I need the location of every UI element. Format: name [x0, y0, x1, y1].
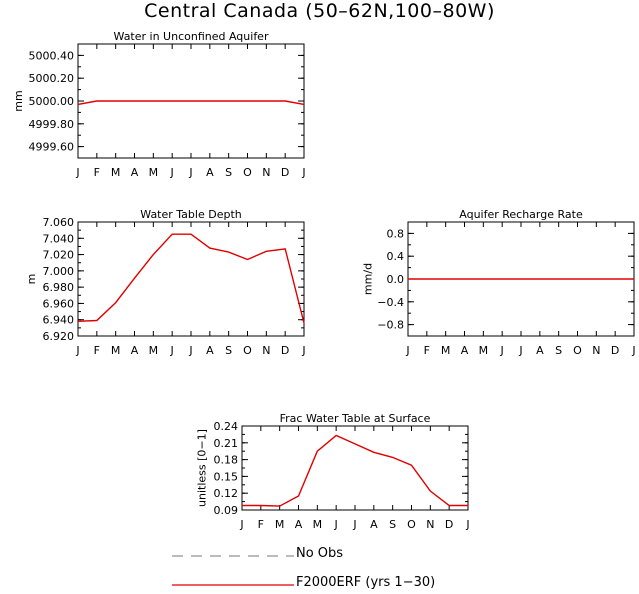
x-tick-label: J [301, 166, 305, 179]
x-tick-label: J [334, 518, 338, 531]
x-tick-label: N [426, 518, 434, 531]
x-tick-label: F [94, 166, 100, 179]
x-tick-label: F [94, 344, 100, 357]
x-tick-label: J [500, 344, 504, 357]
x-tick-label: S [555, 344, 562, 357]
chart-title: Water Table Depth [140, 208, 241, 221]
y-tick-label: 0.24 [214, 420, 239, 433]
x-tick-label: F [424, 344, 430, 357]
x-tick-label: A [461, 344, 469, 357]
x-tick-label: D [281, 166, 289, 179]
legend-label-model: F2000ERF (yrs 1−30) [296, 575, 436, 590]
x-tick-label: A [131, 344, 139, 357]
x-tick-label: J [631, 344, 635, 357]
chart-3: Aquifer Recharge Rate −0.8 −0.4 0.0 0.4 0.8 J F… [362, 208, 636, 357]
x-tick-label: O [573, 344, 582, 357]
x-tick-label: F [258, 518, 264, 531]
y-axis-label: m [25, 274, 38, 285]
x-tick-label: D [281, 344, 289, 357]
y-tick-label: 7.000 [43, 265, 75, 278]
chart-title: Frac Water Table at Surface [280, 412, 431, 425]
y-tick-label: 7.060 [43, 216, 75, 229]
y-tick-label: 4999.60 [29, 141, 75, 154]
x-tick-label: M [149, 166, 159, 179]
y-tick-label: 5000.40 [29, 49, 75, 62]
x-tick-label: J [301, 344, 305, 357]
y-axis-label: unitless [0−1] [196, 429, 209, 507]
x-tick-label: S [225, 344, 232, 357]
x-tick-label: J [188, 166, 192, 179]
y-tick-label: 6.940 [43, 314, 75, 327]
x-tick-label: J [170, 344, 174, 357]
series-line [242, 434, 468, 507]
x-tick-label: J [352, 518, 356, 531]
x-tick-label: A [131, 166, 139, 179]
y-tick-label: 5000.20 [29, 72, 75, 85]
y-tick-label: 5000.00 [29, 95, 75, 108]
y-tick-label: 4999.80 [29, 118, 75, 131]
y-tick-label: −0.4 [377, 296, 404, 309]
x-tick-label: A [206, 166, 214, 179]
x-tick-label: O [407, 518, 416, 531]
y-axis-label: mm/d [362, 263, 375, 295]
x-tick-label: M [479, 344, 489, 357]
y-axis-label: mm [12, 90, 25, 111]
y-tick-label: 0.21 [214, 437, 239, 450]
x-tick-label: A [295, 518, 303, 531]
x-tick-label: M [441, 344, 451, 357]
x-tick-label: M [111, 344, 121, 357]
plot-frame [241, 425, 469, 511]
figure-title: Central Canada (50–62N,100–80W) [144, 0, 495, 22]
series-line [77, 233, 305, 324]
y-tick-label: 0.4 [387, 250, 405, 263]
x-tick-label: J [465, 518, 469, 531]
x-tick-label: S [225, 166, 232, 179]
y-tick-label: 6.980 [43, 281, 75, 294]
y-tick-label: 0.09 [214, 504, 239, 517]
y-tick-label: 6.920 [43, 330, 75, 343]
x-tick-label: A [536, 344, 544, 357]
x-tick-label: A [206, 344, 214, 357]
x-tick-label: M [313, 518, 323, 531]
chart-1: Water in Unconfined Aquifer 4999.60 4999.8… [12, 30, 306, 179]
plot-frame [77, 221, 305, 337]
legend-label-no-obs: No Obs [296, 546, 344, 561]
x-tick-label: N [262, 166, 270, 179]
chart-2: Water Table Depth 6.920 6.940 6.960 6.980 7.0… [25, 208, 306, 357]
x-tick-label: N [262, 344, 270, 357]
x-tick-label: J [75, 344, 79, 357]
x-tick-label: D [445, 518, 453, 531]
x-tick-label: A [370, 518, 378, 531]
y-tick-label: 0.15 [214, 470, 239, 483]
x-tick-label: J [239, 518, 243, 531]
y-tick-label: 0.8 [387, 227, 405, 240]
y-tick-label: 6.960 [43, 297, 75, 310]
x-tick-label: O [243, 344, 252, 357]
x-tick-label: O [243, 166, 252, 179]
x-tick-label: M [149, 344, 159, 357]
chart-4: Frac Water Table at Surface 0.09 0.12 0.15 0… [196, 412, 470, 531]
x-tick-label: M [111, 166, 121, 179]
chart-title: Aquifer Recharge Rate [459, 208, 583, 221]
x-tick-label: M [275, 518, 285, 531]
x-tick-label: S [389, 518, 396, 531]
x-tick-label: J [75, 166, 79, 179]
x-tick-label: J [170, 166, 174, 179]
series-line [77, 100, 305, 106]
y-tick-label: 7.020 [43, 249, 75, 262]
x-tick-label: N [592, 344, 600, 357]
y-tick-label: 0.12 [214, 487, 239, 500]
y-tick-label: 0.0 [387, 273, 405, 286]
x-tick-label: J [518, 344, 522, 357]
x-tick-label: J [405, 344, 409, 357]
y-tick-label: 7.040 [43, 232, 75, 245]
y-tick-label: −0.8 [377, 319, 404, 332]
x-tick-label: D [611, 344, 619, 357]
y-tick-label: 0.18 [214, 454, 239, 467]
x-tick-label: J [188, 344, 192, 357]
chart-title: Water in Unconfined Aquifer [114, 30, 269, 43]
